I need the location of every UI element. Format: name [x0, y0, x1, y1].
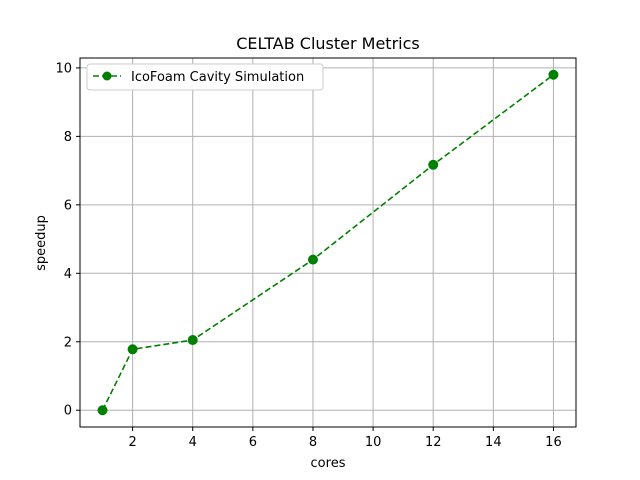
- plot-area: [80, 58, 576, 427]
- x-tick-label: 10: [365, 435, 382, 450]
- x-tick-label: 4: [189, 435, 197, 450]
- y-axis-label: speedup: [34, 215, 49, 271]
- data-point: [428, 159, 439, 170]
- x-tick-label: 6: [249, 435, 257, 450]
- grid: [80, 58, 576, 427]
- plot-frame: [79, 57, 577, 428]
- series-layer: [97, 69, 559, 416]
- legend-box: [86, 63, 324, 91]
- legend: IcoFoam Cavity Simulation: [86, 63, 324, 91]
- data-point: [307, 254, 318, 265]
- data-point: [97, 405, 108, 416]
- data-point: [127, 344, 138, 355]
- legend-entry-icofoam: IcoFoam Cavity Simulation: [131, 70, 304, 85]
- y-tick-label: 10: [55, 61, 72, 76]
- data-point: [548, 69, 559, 80]
- x-axis-label: cores: [311, 456, 346, 471]
- series-line-icofoam: [101, 74, 554, 411]
- y-tick-label: 4: [64, 267, 72, 282]
- data-point: [187, 335, 198, 346]
- legend-marker-swatch: [102, 71, 112, 81]
- x-axis-ticks: 2 4 6 8 10 12 14 16: [128, 427, 562, 450]
- x-tick-label: 12: [425, 435, 442, 450]
- y-tick-label: 0: [64, 404, 72, 419]
- y-tick-label: 6: [64, 198, 72, 213]
- y-tick-label: 2: [64, 335, 72, 350]
- x-tick-label: 14: [485, 435, 502, 450]
- y-tick-label: 8: [64, 130, 72, 145]
- x-tick-label: 2: [128, 435, 136, 450]
- chart-title: CELTAB Cluster Metrics: [236, 34, 419, 53]
- x-tick-label: 16: [545, 435, 562, 450]
- x-tick-label: 8: [309, 435, 317, 450]
- y-axis-ticks: 0 2 4 6 8 10: [55, 61, 80, 419]
